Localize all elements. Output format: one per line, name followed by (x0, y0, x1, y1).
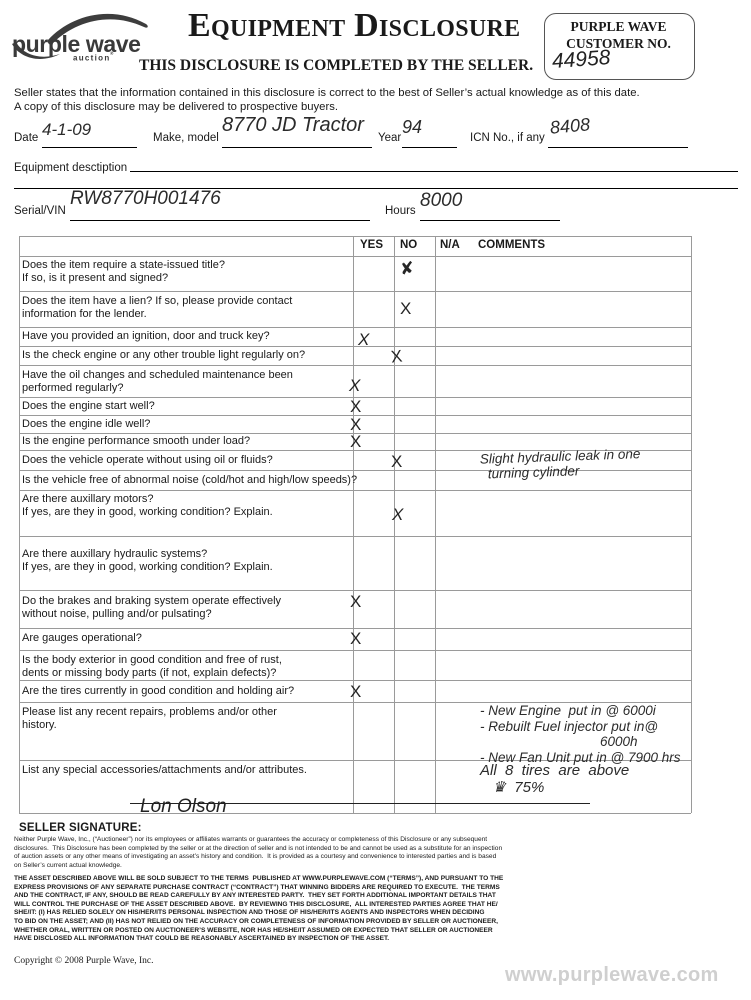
svg-text:auction: auction (73, 54, 111, 63)
